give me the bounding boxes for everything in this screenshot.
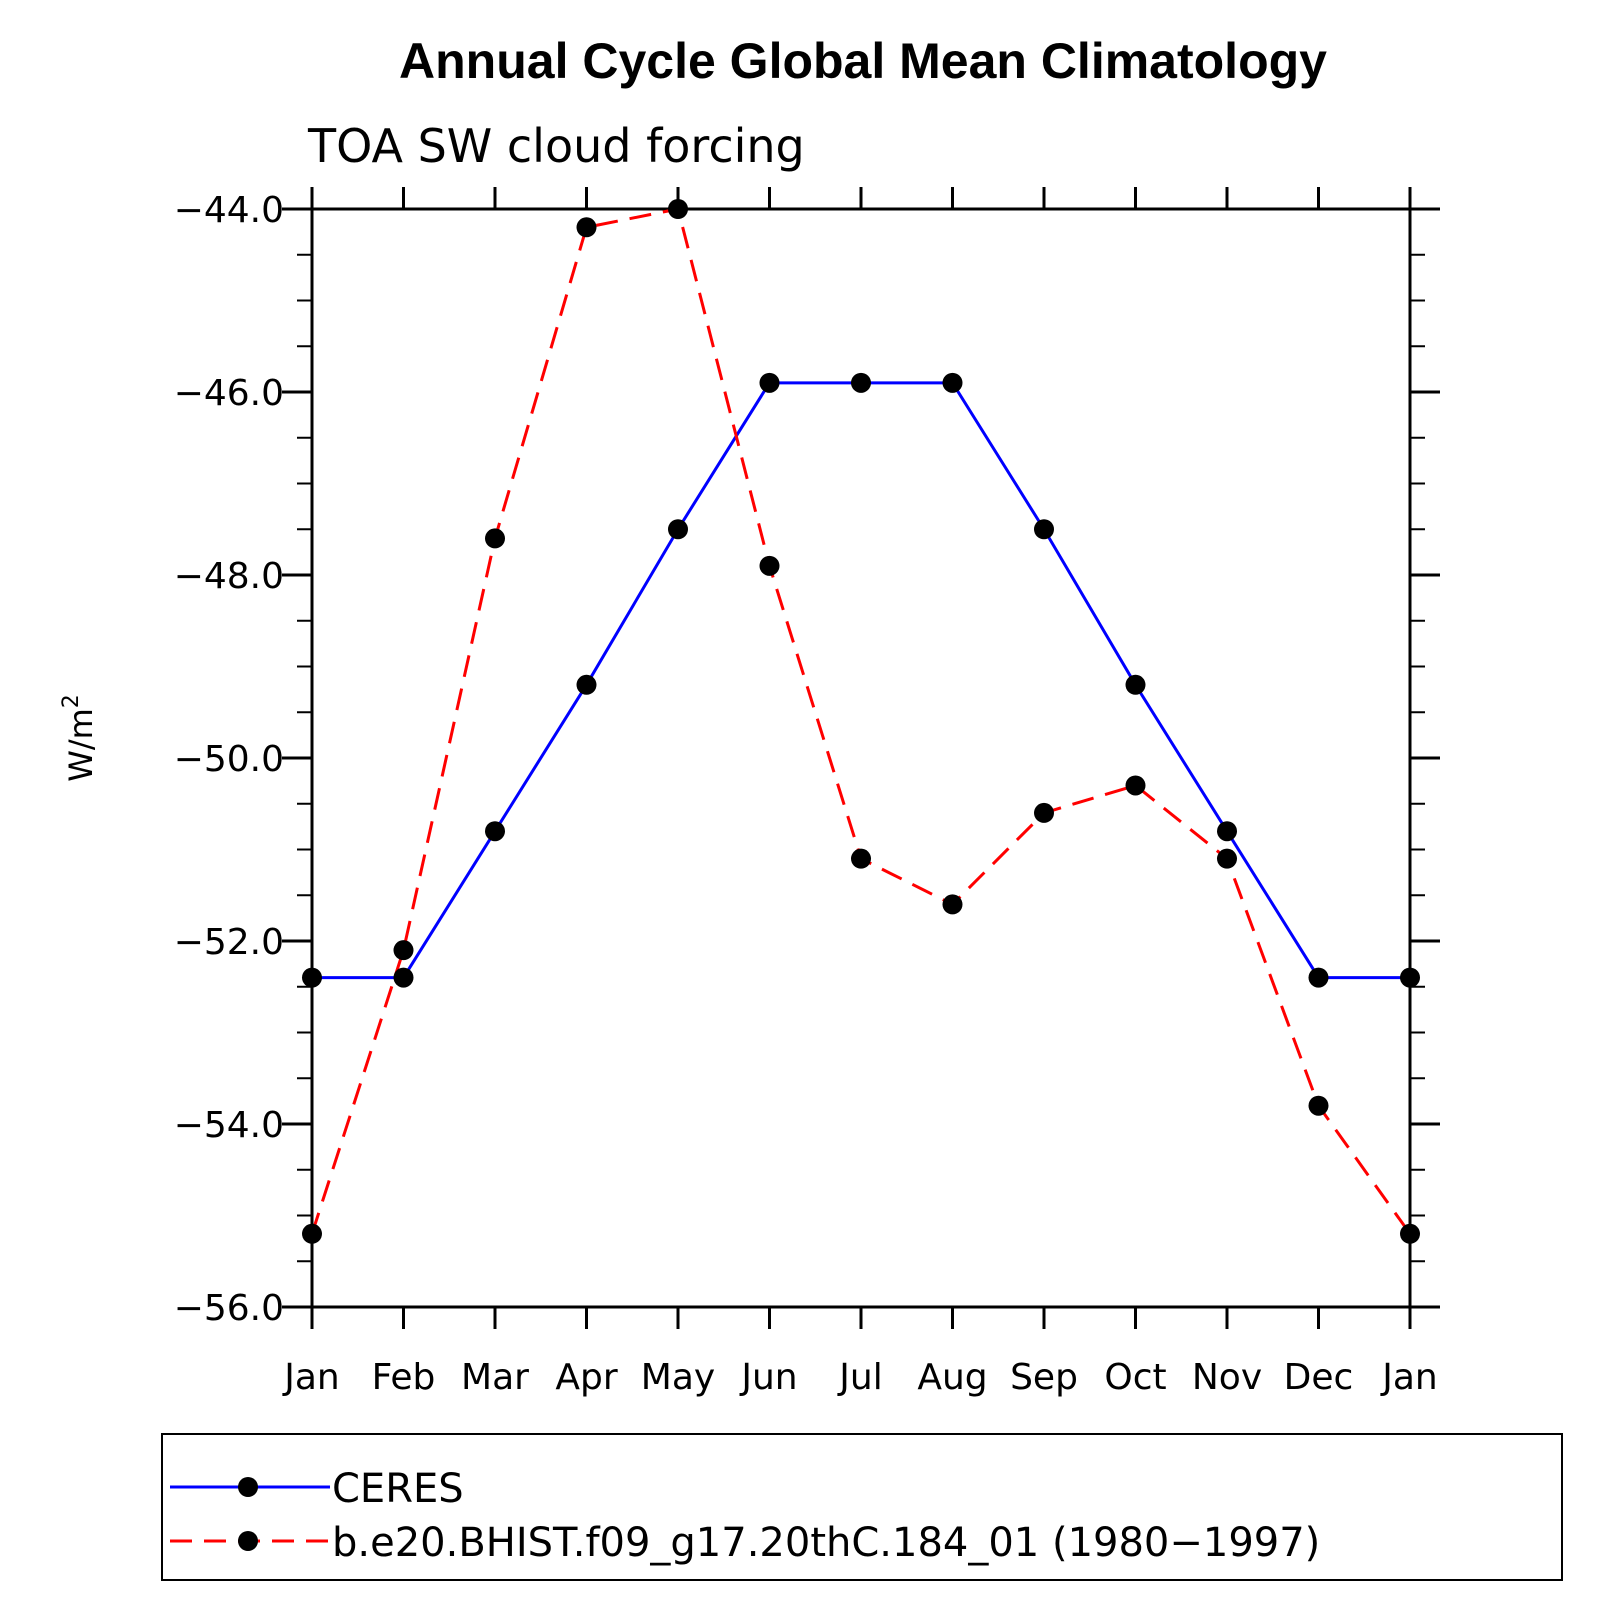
axis-tick-labels: Jan Feb Mar Apr May Jun Jul Aug Sep Oct Nov Dec Jan −… xyxy=(174,190,1438,1398)
series-2-point xyxy=(393,940,414,961)
series-2-point xyxy=(759,555,780,576)
svg-text:W/m2: W/m2 xyxy=(59,694,100,782)
series-line-1 xyxy=(312,381,1410,980)
legend-marker-1 xyxy=(238,1477,258,1497)
series-2-point xyxy=(1217,848,1237,869)
y-tick-label: −52.0 xyxy=(174,922,284,963)
axis-ticks xyxy=(282,187,1440,1329)
series-2-point xyxy=(485,528,505,549)
legend: CERES b.e20.BHIST.f09_g17.20thC.184_01 (1… xyxy=(170,1466,1320,1566)
y-axis-label: W/m2 xyxy=(59,694,100,782)
x-tick-label: Sep xyxy=(1010,1357,1078,1398)
chart-subtitle: TOA SW cloud forcing xyxy=(307,119,805,173)
legend-box xyxy=(161,1433,1563,1581)
series-1-point xyxy=(851,372,871,393)
x-tick-label: Feb xyxy=(372,1357,436,1398)
x-tick-label: Apr xyxy=(555,1357,617,1398)
series-1-point xyxy=(759,372,780,393)
series-2-point xyxy=(942,894,963,915)
x-tick-label: Oct xyxy=(1104,1357,1166,1398)
series-2-point xyxy=(1125,775,1146,796)
series-1-point xyxy=(1308,967,1329,988)
y-tick-label: −54.0 xyxy=(174,1105,284,1146)
series-1-point xyxy=(668,519,688,540)
series-1-point xyxy=(1217,821,1237,842)
y-tick-label: −50.0 xyxy=(174,739,284,780)
x-tick-label: Mar xyxy=(461,1357,529,1398)
chart-title: Annual Cycle Global Mean Climatology xyxy=(399,33,1327,89)
series-line-2 xyxy=(310,207,1412,1235)
series-2-point xyxy=(1308,1095,1329,1116)
series-1-point xyxy=(485,821,505,842)
y-axis-label-superscript: 2 xyxy=(59,694,84,708)
series-1-point xyxy=(1034,519,1054,540)
series-2-point xyxy=(576,217,597,238)
y-tick-label: −48.0 xyxy=(174,556,284,597)
x-tick-label: Jan xyxy=(1380,1357,1438,1398)
series-1-point xyxy=(393,967,414,988)
series-2-point xyxy=(1034,802,1054,823)
x-tick-label: Jun xyxy=(739,1357,797,1398)
series-2-point xyxy=(302,1223,322,1244)
x-tick-label: Nov xyxy=(1192,1357,1262,1398)
series-1-point xyxy=(576,674,597,695)
legend-marker-2 xyxy=(238,1531,258,1551)
y-tick-label: −56.0 xyxy=(174,1288,284,1329)
legend-label-1: CERES xyxy=(332,1466,464,1512)
series-layer xyxy=(302,199,1420,1244)
y-tick-label: −44.0 xyxy=(174,190,284,231)
series-2-point xyxy=(1400,1223,1420,1244)
legend-label-2: b.e20.BHIST.f09_g17.20thC.184_01 (1980−1… xyxy=(332,1520,1320,1566)
series-1-point xyxy=(1125,674,1146,695)
x-tick-label: May xyxy=(641,1357,715,1398)
series-1-point xyxy=(1400,967,1420,988)
y-axis-label-text: W/m xyxy=(62,708,100,782)
series-2-point xyxy=(851,848,871,869)
x-tick-label: Jul xyxy=(837,1357,882,1398)
x-tick-label: Dec xyxy=(1284,1357,1354,1398)
x-tick-label: Aug xyxy=(917,1357,987,1398)
y-tick-label: −46.0 xyxy=(174,373,284,414)
series-2-point xyxy=(668,199,688,219)
x-tick-label: Jan xyxy=(282,1357,340,1398)
series-1-point xyxy=(942,372,963,393)
series-1-point xyxy=(302,967,322,988)
